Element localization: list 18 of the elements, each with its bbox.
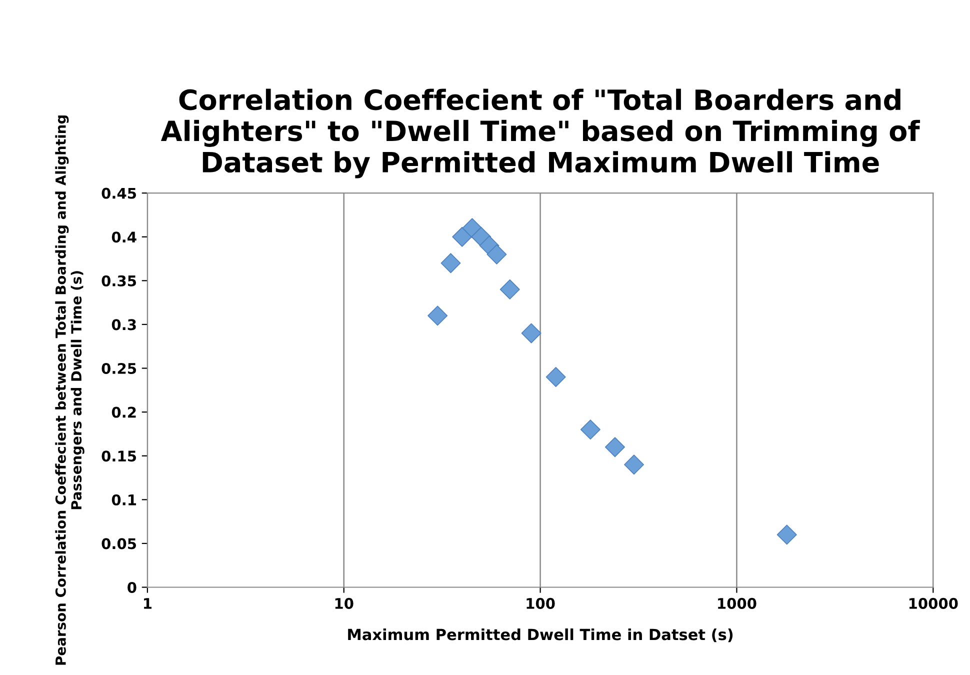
y-tick-label: 0.15 xyxy=(102,450,136,462)
y-tick-label: 0.25 xyxy=(102,362,136,374)
y-axis-title: Pearson Correlation Coeffecient between Total Boarding and Alighting Passengers and Dwell Time (s) xyxy=(55,115,84,665)
y-tick-label: 0.2 xyxy=(112,406,136,418)
y-tick-label: 0.45 xyxy=(102,188,136,199)
x-tick-label: 100 xyxy=(526,598,555,609)
x-tick-label: 1 xyxy=(144,598,152,609)
x-tick-label: 1000 xyxy=(718,598,756,609)
y-tick-label: 0.35 xyxy=(102,275,136,286)
y-tick-label: 0.1 xyxy=(112,494,136,506)
x-tick-label: 10000 xyxy=(909,598,958,609)
y-tick-label: 0.05 xyxy=(102,538,136,550)
y-tick-label: 0.4 xyxy=(112,232,136,243)
y-tick-label: 0 xyxy=(128,582,136,593)
chart-title: Correlation Coeffecient of "Total Boarders and Alighters" to "Dwell Time" based on Trimming of Dataset by Permitted Maximum Dwell Time xyxy=(160,88,920,178)
y-tick-label: 0.3 xyxy=(112,319,136,330)
x-tick-label: 10 xyxy=(335,598,354,609)
x-axis-title: Maximum Permitted Dwell Time in Datset (s) xyxy=(348,628,733,642)
